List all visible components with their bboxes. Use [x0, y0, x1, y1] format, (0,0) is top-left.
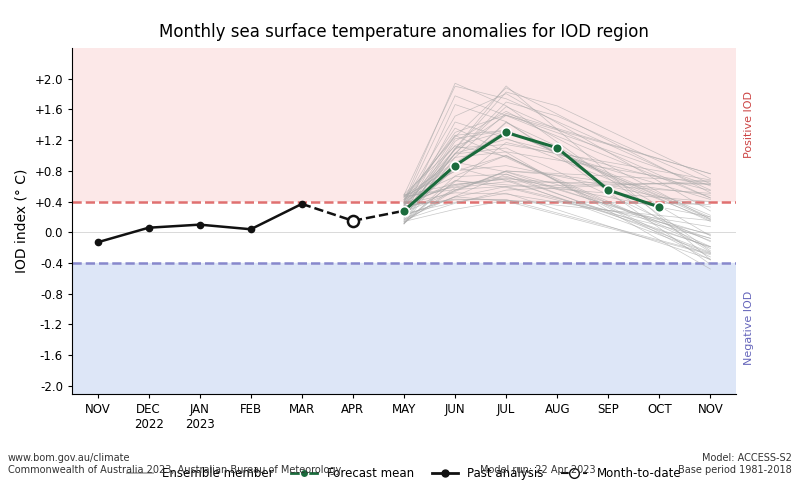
Bar — [72, 202, 736, 263]
Text: Positive IOD: Positive IOD — [744, 91, 754, 158]
Y-axis label: IOD index (° C): IOD index (° C) — [14, 168, 29, 273]
Legend: Ensemble member, Forecast mean, Past analysis, Month-to-date: Ensemble member, Forecast mean, Past ana… — [122, 462, 686, 480]
Text: Negative IOD: Negative IOD — [744, 291, 754, 365]
Text: Model: ACCESS-S2: Model: ACCESS-S2 — [702, 453, 792, 463]
Text: www.bom.gov.au/climate: www.bom.gov.au/climate — [8, 453, 130, 463]
Bar — [72, 48, 736, 202]
Text: Commonwealth of Australia 2023, Australian Bureau of Meteorology: Commonwealth of Australia 2023, Australi… — [8, 465, 342, 475]
Text: Model run: 22 Apr 2023: Model run: 22 Apr 2023 — [480, 465, 596, 475]
Title: Monthly sea surface temperature anomalies for IOD region: Monthly sea surface temperature anomalie… — [159, 23, 649, 41]
Text: Base period 1981-2018: Base period 1981-2018 — [678, 465, 792, 475]
Bar — [72, 263, 736, 394]
